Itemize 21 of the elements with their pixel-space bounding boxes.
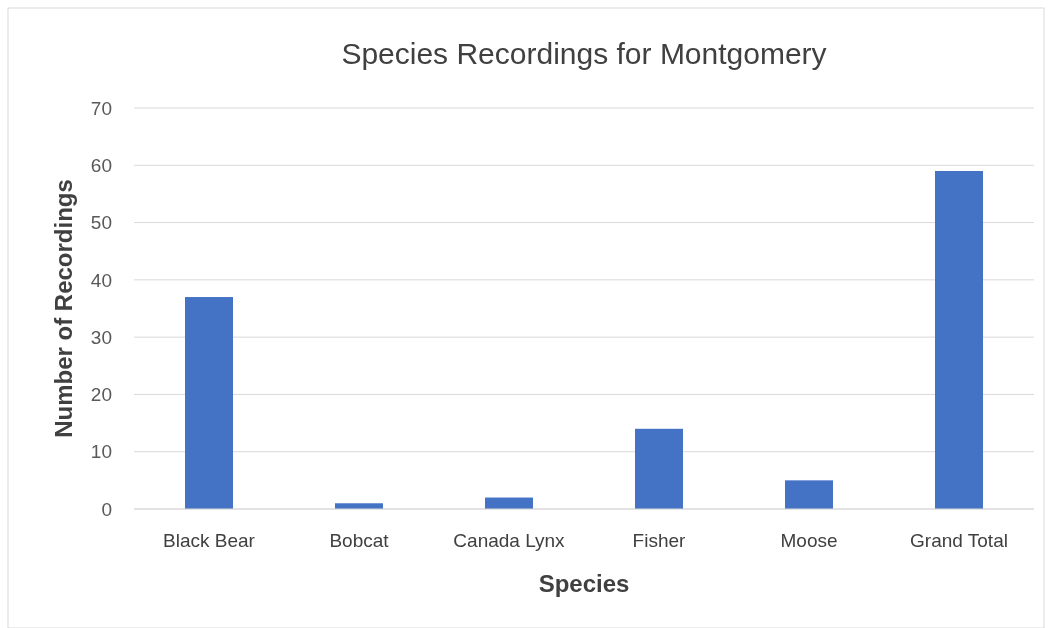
- bar: [185, 297, 233, 509]
- y-tick-label: 70: [90, 97, 112, 119]
- y-tick-label: 20: [90, 384, 112, 406]
- x-tick-label: Fisher: [632, 530, 687, 551]
- bar: [635, 428, 683, 509]
- bar: [935, 171, 983, 509]
- y-tick-label: 40: [90, 269, 112, 291]
- x-tick-label: Canada Lynx: [453, 530, 566, 551]
- bar: [785, 480, 833, 509]
- chart-title: Species Recordings for Montgomery: [341, 37, 827, 70]
- y-tick-label: 60: [90, 154, 112, 176]
- x-axis-title: Species: [538, 570, 630, 597]
- y-tick-label: 10: [90, 441, 112, 463]
- x-tick-label: Black Bear: [163, 530, 256, 551]
- x-tick-label: Moose: [780, 530, 838, 551]
- y-tick-label: 30: [90, 326, 112, 348]
- y-tick-label: 50: [90, 212, 112, 234]
- x-tick-label: Bobcat: [329, 530, 390, 551]
- y-tick-label: 0: [101, 498, 112, 520]
- y-axis-title: Number of Recordings: [50, 179, 77, 438]
- x-tick-label: Grand Total: [910, 530, 1008, 551]
